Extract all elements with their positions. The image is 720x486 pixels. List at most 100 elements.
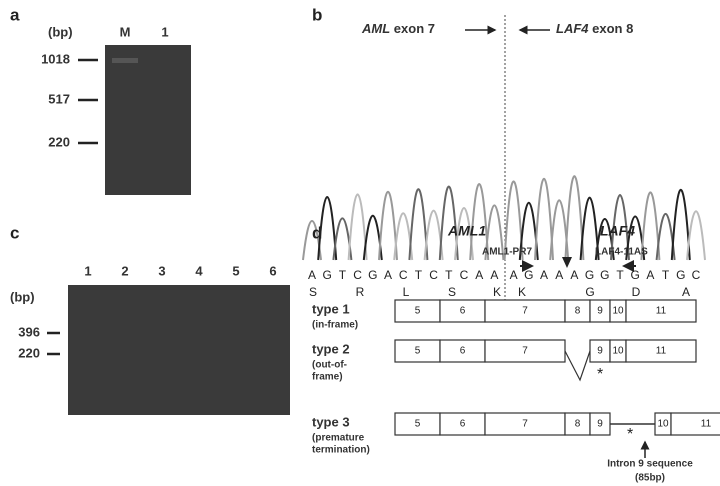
exon-number: 10 [612,346,624,357]
exon-number: 6 [460,346,466,357]
exon-number: 8 [575,419,581,430]
peak [503,180,524,261]
panel-label: c [10,223,19,242]
base: T [339,268,347,282]
lane-label: 1 [84,263,91,278]
peak [610,194,630,261]
base: C [429,268,438,282]
base: G [631,268,640,282]
panel-label: b [312,5,322,24]
gene-label: LAF4 exon 8 [556,21,633,36]
lane-label: M [120,24,131,39]
base: C [460,268,469,282]
exon-number: 7 [522,346,528,357]
base: A [308,268,316,282]
exon [670,412,720,436]
base: G [323,268,332,282]
base: C [399,268,408,282]
amino-acid: S [309,285,317,299]
amino-acid: K [518,285,526,299]
base: C [692,268,701,282]
exon-number: 7 [522,306,528,317]
base: T [662,268,670,282]
peak [640,191,661,261]
marker-label: 220 [48,134,70,149]
base: A [540,268,548,282]
base: A [475,268,483,282]
peak [579,196,600,261]
base: C [353,268,362,282]
amino-acid: A [682,285,690,299]
panel-label: a [10,5,20,24]
asterisk: * [627,426,633,443]
peak [670,188,691,261]
amino-acid: K [493,285,501,299]
peak [686,210,706,261]
marker-label: 1018 [41,51,70,66]
gel [105,45,191,195]
peak [317,195,338,261]
exon-number: 5 [415,306,421,317]
peak [408,188,429,261]
base: A [555,268,563,282]
asterisk: * [597,366,603,383]
base: A [646,268,654,282]
lane-label: 5 [232,263,239,278]
gene-label: AML exon 7 [361,21,435,36]
exon-number: 10 [612,306,624,317]
exon-number: 10 [657,419,669,430]
exon-number: 11 [656,346,667,357]
amino-acid: L [403,285,410,299]
lane-label: 3 [158,263,165,278]
base: G [600,268,609,282]
lane-label: 4 [195,263,203,278]
band [112,58,138,63]
exon-number: 9 [597,346,603,357]
exon-number: 8 [575,306,581,317]
gene-label: AML1 [447,223,486,239]
amino-acid: G [585,285,594,299]
exon-number: 9 [597,306,603,317]
amino-acid: D [632,285,641,299]
amino-acid: R [356,285,365,299]
row-note: (premature [312,433,365,444]
panel-label: d [312,223,322,242]
gel [68,285,290,415]
primer-label: AML1-PR7 [482,247,532,258]
base: A [510,268,518,282]
peak [438,185,459,261]
exon-number: 5 [415,419,421,430]
row-note: (in-frame) [312,320,358,331]
base: G [524,268,533,282]
row-type: type 2 [312,341,350,356]
amino-acid: S [448,285,456,299]
row-type: type 3 [312,414,350,429]
intron-size: (85bp) [635,473,665,484]
marker-label: 220 [18,345,40,360]
row-note: (out-of- [312,360,347,371]
lane-label: 1 [161,24,168,39]
lane-label: 6 [269,263,276,278]
base: T [445,268,453,282]
exon-number: 7 [522,419,528,430]
unit: (bp) [48,24,73,39]
peak [534,178,554,261]
marker-label: 396 [18,324,40,339]
peak [347,193,368,261]
gene-label: LAF4 [600,223,635,239]
peak [564,175,585,261]
exon [625,339,697,363]
lane-label: 2 [121,263,128,278]
peak [484,204,505,261]
base: G [368,268,377,282]
primer-label: LAF4-11AS [595,247,648,258]
splice-gap [564,350,591,382]
exon-number: 9 [597,419,603,430]
exon-number: 6 [460,419,466,430]
breakpoint [562,257,572,268]
peak [378,190,398,261]
exon-number: 5 [415,346,421,357]
row-note: frame) [312,372,343,383]
exon [625,299,697,323]
